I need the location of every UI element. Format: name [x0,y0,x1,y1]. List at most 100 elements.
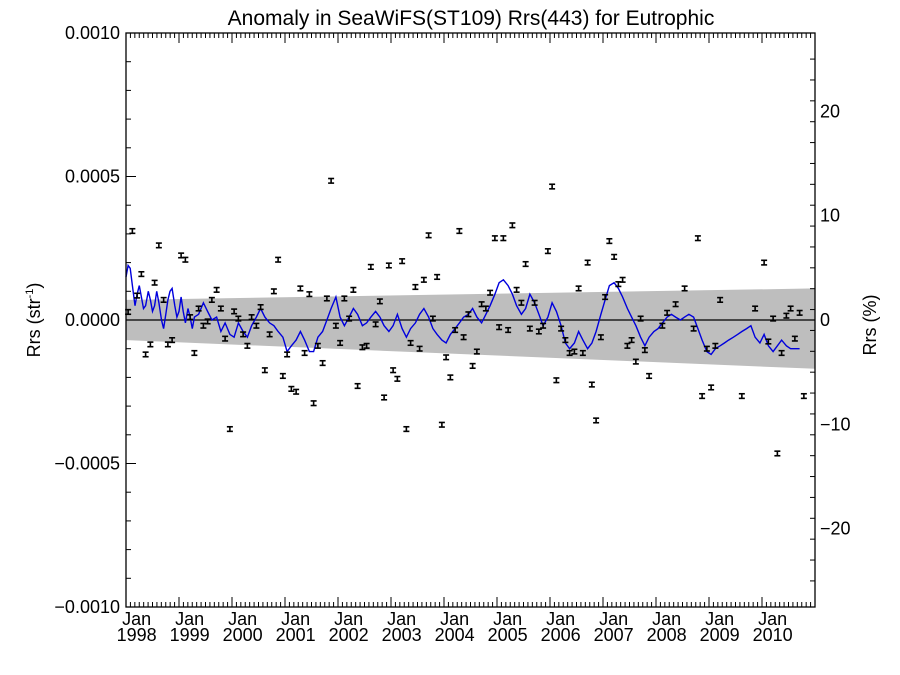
data-point [182,256,189,263]
data-point [469,362,476,370]
data-point [452,326,459,334]
data-point [297,285,304,292]
data-point [407,339,414,347]
x-tick-label-year: 2002 [329,625,369,645]
data-point [487,289,494,296]
x-tick-label-year: 1999 [170,625,210,645]
data-point [509,222,516,229]
data-point [522,260,529,268]
data-point [681,285,688,292]
data-point [518,299,525,306]
data-point [544,248,551,255]
trend-band-layer [126,288,815,369]
data-point [549,183,556,190]
data-point [354,382,361,390]
data-point [526,325,533,332]
left-axis-label-superscript: -1 [24,289,36,299]
data-point [619,276,626,283]
x-tick-label-month: Jan [652,609,681,629]
data-point [429,315,436,322]
data-point [553,377,560,384]
data-point [217,305,224,312]
data-point [372,321,379,328]
data-point [394,375,401,382]
left-axis-label: Rrs (str-1) [24,283,44,358]
data-point [346,315,353,322]
data-point [637,315,644,322]
data-point [513,286,520,293]
y-tick-label-right: 20 [820,101,840,121]
data-point [434,273,441,281]
data-point [575,285,582,292]
data-point [376,298,383,305]
data-point [337,339,344,347]
data-point [323,295,330,302]
left-axis-label-end: ) [24,283,44,289]
data-point [690,325,697,332]
data-point [465,311,472,318]
data-point [500,235,507,242]
data-point [425,232,432,239]
data-point [341,295,348,302]
axis-tick-labels-layer: 0.00100.00050.0000−0.0005−0.001020100−10… [54,23,850,645]
data-point [160,296,167,304]
data-point [566,349,573,357]
data-point [460,334,467,341]
data-point [248,314,255,321]
x-tick-label-month: Jan [546,609,575,629]
data-point [505,326,512,334]
data-point [712,342,719,349]
data-point [138,270,145,278]
data-point [306,291,313,298]
data-point [412,283,419,291]
data-point [328,177,335,184]
data-point [257,303,264,311]
data-point [800,392,807,400]
x-tick-label-year: 2004 [435,625,475,645]
data-point [473,348,480,355]
x-tick-label-year: 2003 [382,625,422,645]
data-point [284,351,291,358]
data-point [155,242,162,249]
data-point [438,421,445,428]
data-point [717,296,724,304]
data-point [632,358,639,365]
x-tick-label-month: Jan [387,609,416,629]
smoothed-line-layer [125,263,800,356]
data-point [403,425,410,433]
data-point [588,381,595,388]
x-tick-label-year: 2006 [541,625,581,645]
data-point [791,335,798,342]
data-point [482,305,489,312]
x-tick-label-month: Jan [175,609,204,629]
data-point [558,325,565,332]
data-point [562,336,569,344]
data-point [602,293,609,301]
y-tick-label-left: 0.0005 [65,167,120,187]
data-point [399,258,406,265]
data-point [628,336,635,344]
y-tick-label-right: −20 [820,519,851,539]
data-point [314,342,321,349]
data-point [535,328,542,335]
x-tick-label-year: 2009 [700,625,740,645]
x-tick-label-month: Jan [599,609,628,629]
data-point [593,417,600,424]
x-tick-label-month: Jan [281,609,310,629]
data-point [778,349,785,357]
data-point [279,372,286,380]
data-point [270,288,277,295]
data-point [708,384,715,391]
data-point [770,315,777,322]
data-point [134,292,141,299]
data-point [703,345,710,352]
smoothed-anomaly-line [125,263,800,356]
data-point [293,388,300,395]
data-point [584,259,591,266]
data-point [540,322,547,329]
y-tick-label-right: 10 [820,206,840,226]
x-tick-label-year: 2005 [488,625,528,645]
left-axis-label-main: Rrs (str [24,298,44,357]
data-point [244,342,251,349]
data-point [456,227,463,235]
